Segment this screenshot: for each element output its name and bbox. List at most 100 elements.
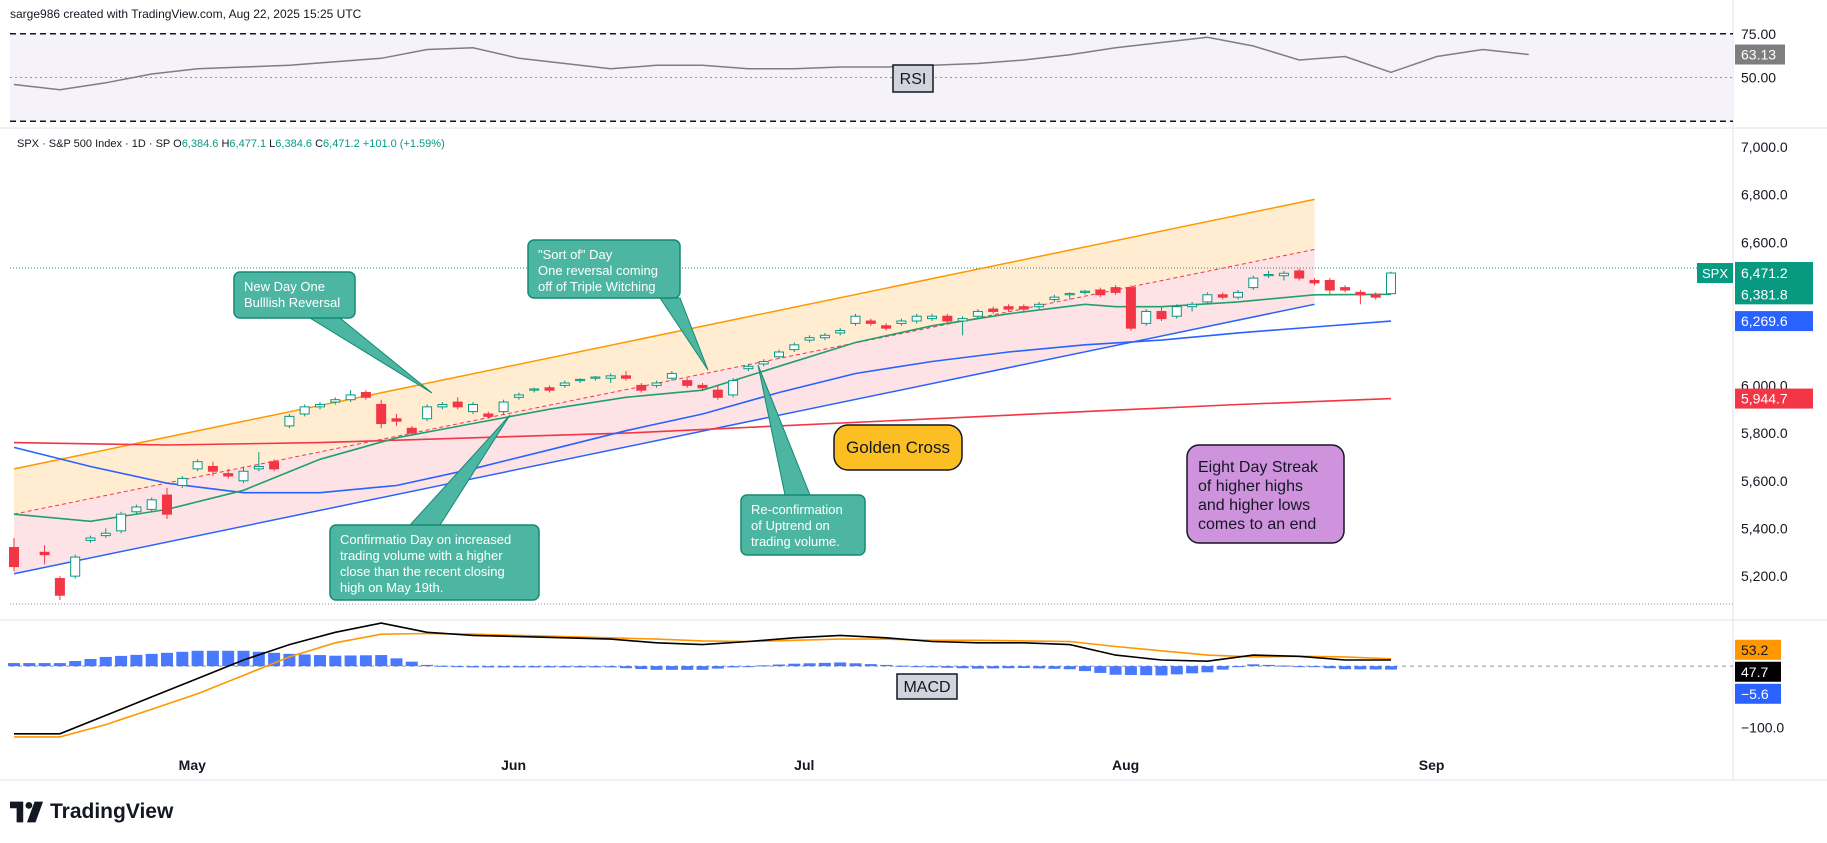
macd-hist-bar [283, 653, 296, 667]
legend-close-label: C [315, 138, 323, 150]
sma50-tag [1735, 311, 1813, 332]
macd-hist-bar [23, 663, 36, 667]
legend-open: 6,384.6 [182, 138, 222, 150]
callout-golden-cross: Golden Cross [833, 424, 963, 471]
candle-body [223, 473, 234, 477]
price-tick: 6,800.0 [1741, 187, 1788, 203]
candle-body [284, 415, 295, 427]
candle [605, 373, 616, 383]
candle-body [972, 310, 983, 317]
candle [1156, 306, 1167, 321]
candle [529, 387, 540, 393]
macd-hist-bar [987, 666, 1000, 669]
candle-body [712, 389, 723, 398]
macd-hist-bar [1048, 666, 1061, 669]
candle-body [1202, 294, 1213, 303]
macd-hist-bar [206, 650, 219, 667]
macd-hist-bar [665, 666, 678, 670]
candle-body [544, 387, 555, 391]
candle-body [238, 470, 249, 482]
macd-hist-bar [436, 665, 449, 667]
candle [468, 402, 478, 414]
macd-hist-bar [1002, 666, 1015, 669]
candle [452, 397, 463, 410]
candle [697, 383, 708, 391]
candle [1370, 292, 1381, 300]
macd-hist-bar [1186, 666, 1199, 674]
macd-hist-bar [1354, 666, 1367, 670]
candle-body [1141, 310, 1152, 324]
candle [269, 459, 280, 472]
macd-hist-bar [589, 666, 602, 668]
macd-hist-bar [604, 666, 617, 668]
macd-hist-bar [696, 666, 709, 670]
macd-tick: −100.0 [1741, 720, 1784, 736]
candle [988, 306, 999, 314]
candle-body [207, 465, 218, 472]
candle-body [697, 384, 708, 389]
candle [177, 476, 188, 488]
candle [1340, 285, 1351, 293]
macd-hist-bar [512, 666, 525, 668]
macd-hist-bar [742, 666, 755, 668]
macd-hist-bar [574, 666, 587, 668]
candle [621, 371, 631, 381]
eight-day-box [1186, 444, 1345, 544]
eight-day-text: comes to an end [1198, 516, 1316, 533]
candle-body [177, 477, 188, 487]
candle [345, 390, 356, 403]
candle-body [1309, 279, 1320, 284]
callout-reconfirmation-text: Re-confirmation [751, 502, 843, 517]
macd-hist-tag-text: −5.6 [1741, 686, 1769, 702]
candle-body [376, 403, 387, 425]
legend-change: +101.0 (+1.59%) [363, 138, 445, 150]
macd-hist-bar [803, 663, 816, 667]
candle-body [1034, 303, 1045, 308]
macd-line [14, 622, 1391, 735]
candle-body [330, 399, 341, 403]
candle [100, 528, 111, 538]
candle-body [1278, 272, 1289, 277]
macd-hist-bar [1170, 666, 1183, 675]
candle-body [269, 461, 280, 470]
candle [253, 452, 264, 472]
candle [1217, 292, 1228, 300]
candle-body [590, 376, 601, 379]
macd-hist-bar [84, 658, 97, 667]
channel-upper-line [13, 198, 1315, 470]
macd-hist-bar [864, 664, 877, 667]
candle-body [85, 537, 96, 541]
candle-body [850, 315, 861, 324]
macd-hist-bar [1109, 666, 1122, 675]
candle-body [1018, 306, 1029, 310]
rsi-label-text: RSI [900, 71, 927, 88]
candle [1233, 290, 1243, 300]
candle [391, 414, 402, 426]
macd-hist-bar [252, 651, 265, 667]
candle [146, 497, 157, 512]
candle-body [1233, 291, 1243, 298]
macd-hist-bar [971, 666, 984, 669]
candle-body [1095, 289, 1106, 296]
symbol-tag [1697, 263, 1733, 284]
tradingview-logo[interactable]: TradingView [10, 800, 173, 824]
candle [972, 309, 983, 319]
macd-hist-bar [757, 665, 770, 667]
candle [299, 404, 310, 417]
candle-body [819, 334, 830, 339]
callout-confirmation-box [329, 524, 540, 601]
macd-hist-bar [38, 663, 51, 667]
callout-confirmation-text: trading volume with a higher [340, 548, 503, 563]
rsi-line [13, 36, 1529, 91]
golden-cross-box [833, 424, 963, 471]
macd-hist-bar [528, 666, 541, 668]
macd-hist-bar [1323, 666, 1336, 669]
macd-hist-bar [451, 666, 464, 668]
macd-hist-bar [1293, 666, 1306, 668]
candle [1171, 304, 1182, 319]
candle [819, 332, 830, 341]
sma200-tag-text: 5,944.7 [1741, 391, 1788, 407]
